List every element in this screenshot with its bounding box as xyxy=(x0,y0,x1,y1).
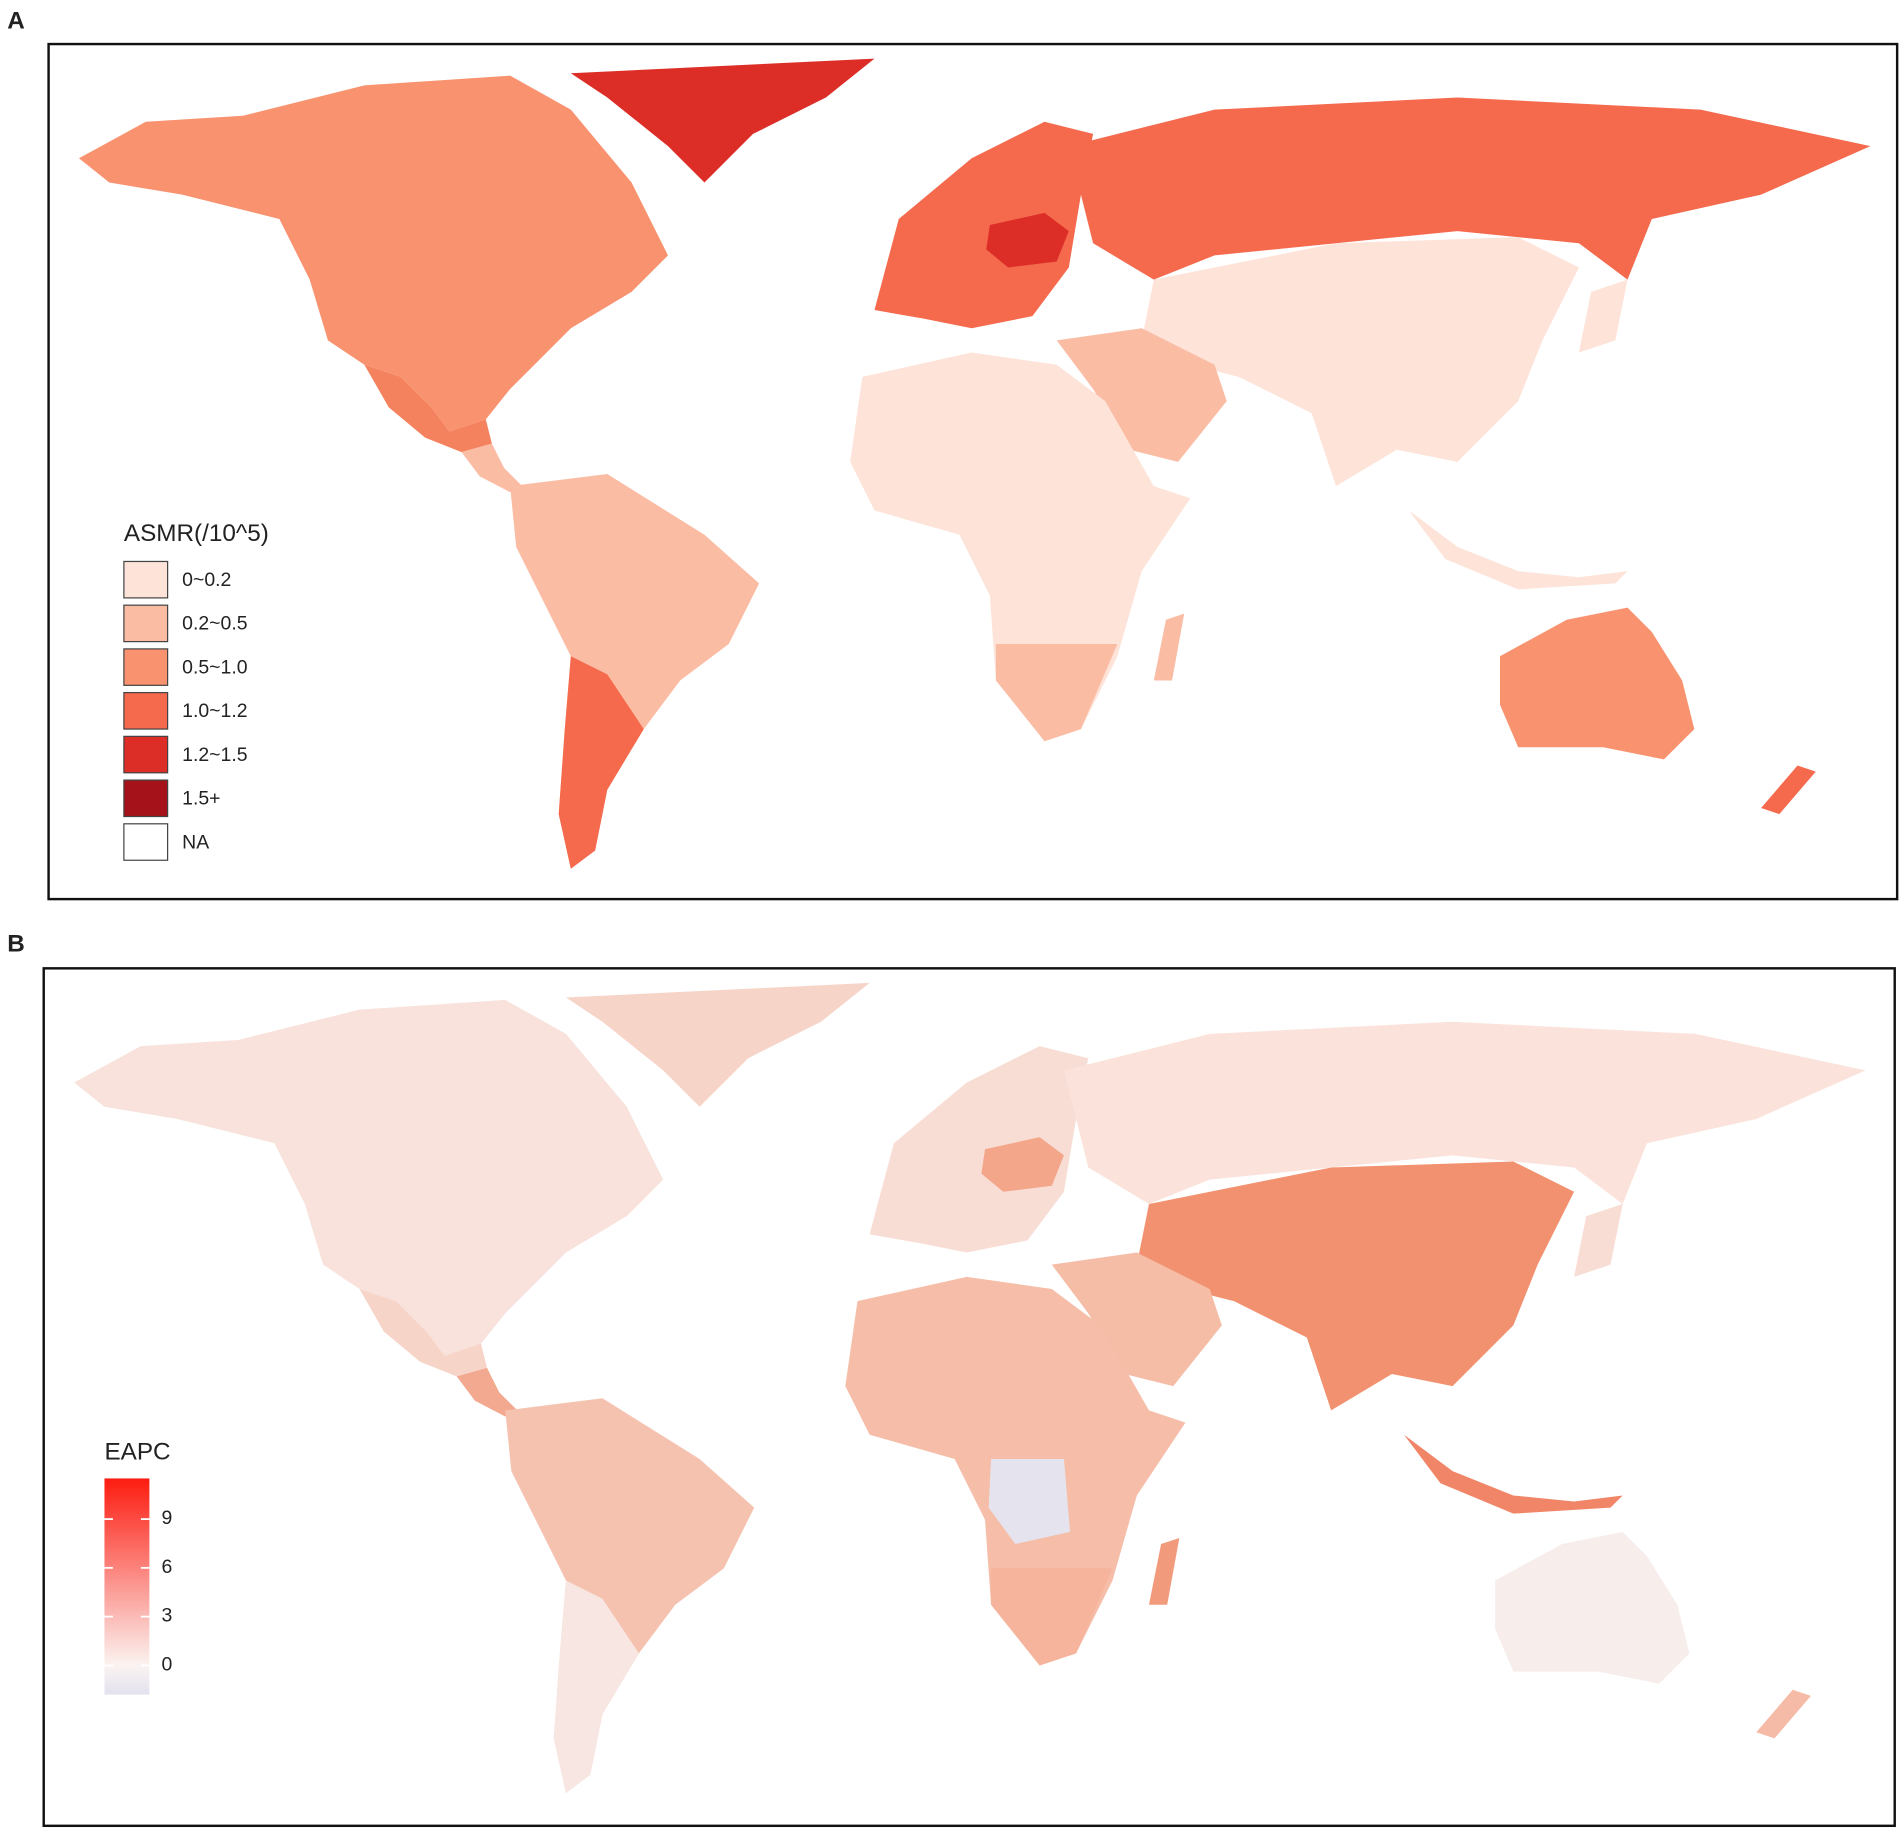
colorbar: 0 3 6 9 xyxy=(104,1478,173,1695)
legend-title: ASMR(/10^5) xyxy=(124,520,269,547)
legend-swatch xyxy=(123,692,169,730)
map xyxy=(74,982,1866,1794)
legend-swatch xyxy=(123,735,169,774)
legend-swatch xyxy=(123,648,169,686)
map xyxy=(78,58,1871,869)
legend-label: NA xyxy=(182,831,209,853)
colorbar-tick-label: 6 xyxy=(162,1556,173,1578)
colorbar-tick-label: 9 xyxy=(162,1507,173,1529)
legend-swatch xyxy=(123,823,169,861)
legend-label: 0.2~0.5 xyxy=(182,613,247,635)
legend-label: 0~0.2 xyxy=(182,569,231,591)
legend-label: 0.5~1.0 xyxy=(182,656,248,678)
legend-label: 1.5+ xyxy=(182,788,220,810)
legend: 0~0.2 0.2~0.5 0.5~1.0 1.0~1.2 1.2~1.5 1.5+ NA xyxy=(123,560,248,861)
legend-label: 1.2~1.5 xyxy=(182,744,247,766)
colorbar-tick-label: 3 xyxy=(162,1605,173,1627)
colorbar-gradient xyxy=(104,1478,150,1695)
colorbar-tick-label: 0 xyxy=(162,1654,173,1676)
panel-label: B xyxy=(7,931,25,958)
legend-swatch xyxy=(123,560,169,599)
panel-frame xyxy=(47,42,1899,901)
colorbar-title: EAPC xyxy=(104,1438,170,1465)
legend-swatch xyxy=(123,779,169,818)
legend-label: 1.0~1.2 xyxy=(182,700,247,722)
legend-swatch xyxy=(123,604,169,643)
panel-label: A xyxy=(7,8,25,35)
panel-frame xyxy=(42,967,1896,1828)
